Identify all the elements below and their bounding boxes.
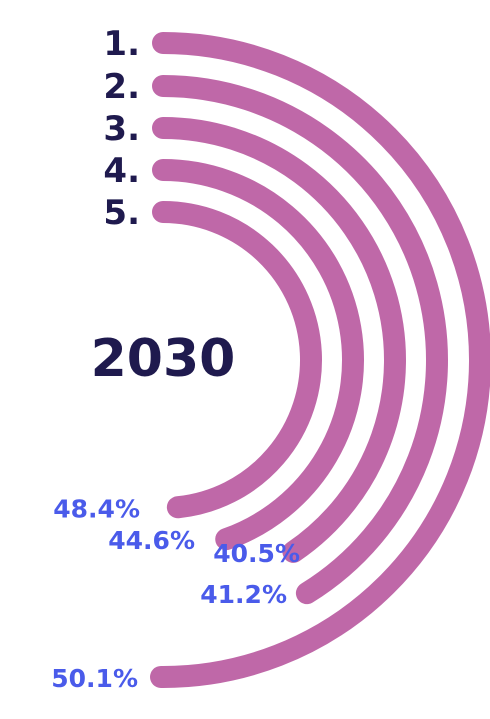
center-year-label: 2030 [91, 329, 236, 389]
arc-group [150, 32, 490, 688]
value-label-2: 41.2% [200, 580, 287, 609]
rank-label-3: 3. [103, 109, 140, 149]
value-label-group: 50.1% 41.2% 40.5% 44.6% 48.4% [51, 494, 300, 693]
value-label-5: 48.4% [53, 494, 140, 523]
rank-label-5: 5. [103, 193, 140, 233]
rank-label-1: 1. [103, 24, 140, 64]
arc-bar-3 [152, 117, 406, 563]
value-label-4: 44.6% [108, 526, 195, 555]
rank-label-4: 4. [103, 151, 140, 191]
rank-label-group: 1.2.3.4.5. [103, 24, 140, 233]
arc-bar-5 [152, 201, 322, 519]
arc-bar-1 [150, 32, 490, 688]
arc-bar-4 [152, 159, 364, 551]
rank-label-2: 2. [103, 67, 140, 107]
value-label-1: 50.1% [51, 664, 138, 693]
value-label-3: 40.5% [213, 539, 300, 568]
arc-bar-2 [152, 75, 448, 605]
